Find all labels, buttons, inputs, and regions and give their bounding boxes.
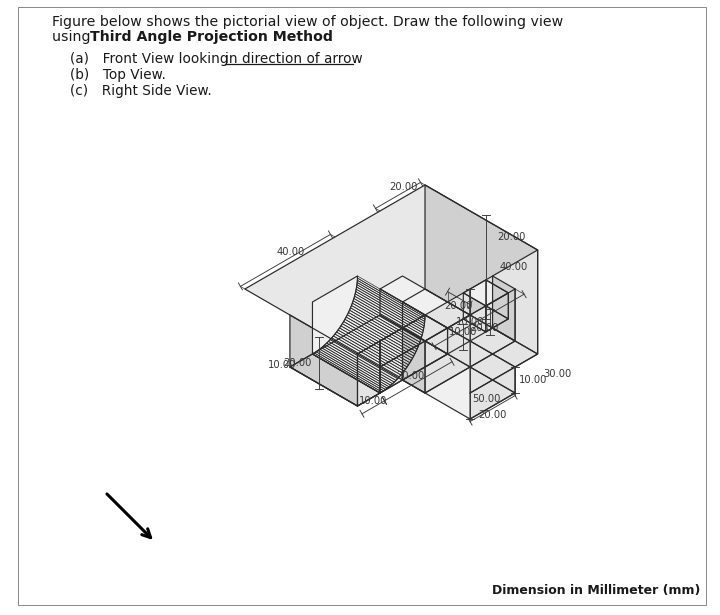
Polygon shape [330, 338, 400, 379]
Polygon shape [358, 328, 515, 419]
Polygon shape [380, 328, 448, 393]
Polygon shape [328, 339, 397, 381]
Polygon shape [425, 289, 515, 393]
Polygon shape [316, 351, 385, 391]
Polygon shape [356, 289, 424, 330]
Text: Third Angle Projection Method: Third Angle Projection Method [90, 30, 333, 44]
Text: 40.00: 40.00 [500, 262, 528, 272]
Polygon shape [470, 250, 538, 393]
Polygon shape [349, 308, 418, 349]
Text: 20.00: 20.00 [389, 183, 417, 192]
Text: (c) Right Side View.: (c) Right Side View. [70, 84, 212, 98]
Polygon shape [312, 276, 358, 354]
Text: 50.00: 50.00 [472, 394, 500, 404]
Polygon shape [353, 298, 421, 340]
Polygon shape [492, 276, 515, 341]
Polygon shape [335, 332, 404, 373]
Polygon shape [486, 280, 508, 319]
Polygon shape [357, 278, 425, 319]
Polygon shape [351, 306, 419, 347]
Polygon shape [425, 185, 538, 354]
Polygon shape [348, 310, 417, 351]
Polygon shape [325, 343, 395, 384]
Polygon shape [321, 346, 391, 387]
Polygon shape [336, 330, 405, 371]
Polygon shape [354, 296, 422, 338]
Polygon shape [290, 315, 358, 406]
Polygon shape [354, 294, 423, 335]
Polygon shape [486, 293, 508, 332]
Text: Dimension in Millimeter (mm): Dimension in Millimeter (mm) [492, 584, 700, 597]
Text: using: using [52, 30, 95, 44]
Polygon shape [343, 319, 413, 360]
Text: 20.00: 20.00 [470, 323, 498, 333]
Polygon shape [333, 334, 402, 375]
Polygon shape [341, 323, 410, 365]
Polygon shape [346, 315, 415, 356]
Polygon shape [463, 293, 486, 332]
Polygon shape [351, 303, 420, 344]
Polygon shape [402, 289, 538, 367]
Polygon shape [352, 301, 420, 342]
Polygon shape [402, 328, 425, 393]
Polygon shape [320, 347, 389, 388]
Polygon shape [356, 285, 425, 326]
Polygon shape [327, 341, 396, 382]
Polygon shape [380, 276, 470, 328]
Polygon shape [356, 287, 424, 328]
Polygon shape [312, 315, 448, 393]
Polygon shape [355, 292, 423, 333]
Text: 10.00: 10.00 [359, 396, 387, 407]
Polygon shape [342, 322, 411, 363]
Polygon shape [245, 185, 538, 354]
Polygon shape [312, 353, 382, 393]
Text: 20.00: 20.00 [478, 410, 507, 419]
Polygon shape [340, 326, 408, 367]
Polygon shape [338, 328, 407, 369]
Text: 40.00: 40.00 [276, 247, 305, 258]
Polygon shape [314, 352, 384, 392]
Text: (b) Top View.: (b) Top View. [70, 68, 166, 82]
Text: 20.00: 20.00 [283, 358, 311, 368]
Polygon shape [323, 345, 392, 385]
Text: 10.00: 10.00 [449, 327, 477, 337]
Polygon shape [290, 354, 380, 406]
Polygon shape [402, 328, 515, 393]
Polygon shape [380, 315, 425, 393]
Text: 30.00: 30.00 [544, 368, 572, 378]
Text: (a) Front View looking: (a) Front View looking [70, 52, 233, 66]
Text: 30.00: 30.00 [396, 371, 424, 381]
Polygon shape [402, 302, 515, 393]
Polygon shape [380, 289, 470, 367]
Text: in direction of arrow: in direction of arrow [225, 52, 363, 66]
Polygon shape [357, 282, 425, 323]
Polygon shape [470, 367, 515, 419]
Text: .: . [353, 52, 357, 66]
Text: 10.00: 10.00 [519, 375, 547, 385]
Polygon shape [358, 341, 380, 406]
Text: 10.00: 10.00 [268, 360, 296, 370]
Polygon shape [380, 289, 448, 354]
Text: Figure below shows the pictorial view of object. Draw the following view: Figure below shows the pictorial view of… [52, 15, 563, 29]
Polygon shape [345, 317, 414, 359]
Text: 20.00: 20.00 [445, 301, 473, 311]
Polygon shape [332, 336, 401, 377]
Polygon shape [318, 349, 387, 389]
Polygon shape [463, 280, 508, 306]
Polygon shape [357, 276, 425, 317]
Text: 20.00: 20.00 [497, 232, 526, 242]
Polygon shape [347, 312, 416, 354]
Text: 10.00: 10.00 [456, 317, 485, 327]
Polygon shape [357, 280, 425, 322]
Polygon shape [463, 306, 508, 332]
